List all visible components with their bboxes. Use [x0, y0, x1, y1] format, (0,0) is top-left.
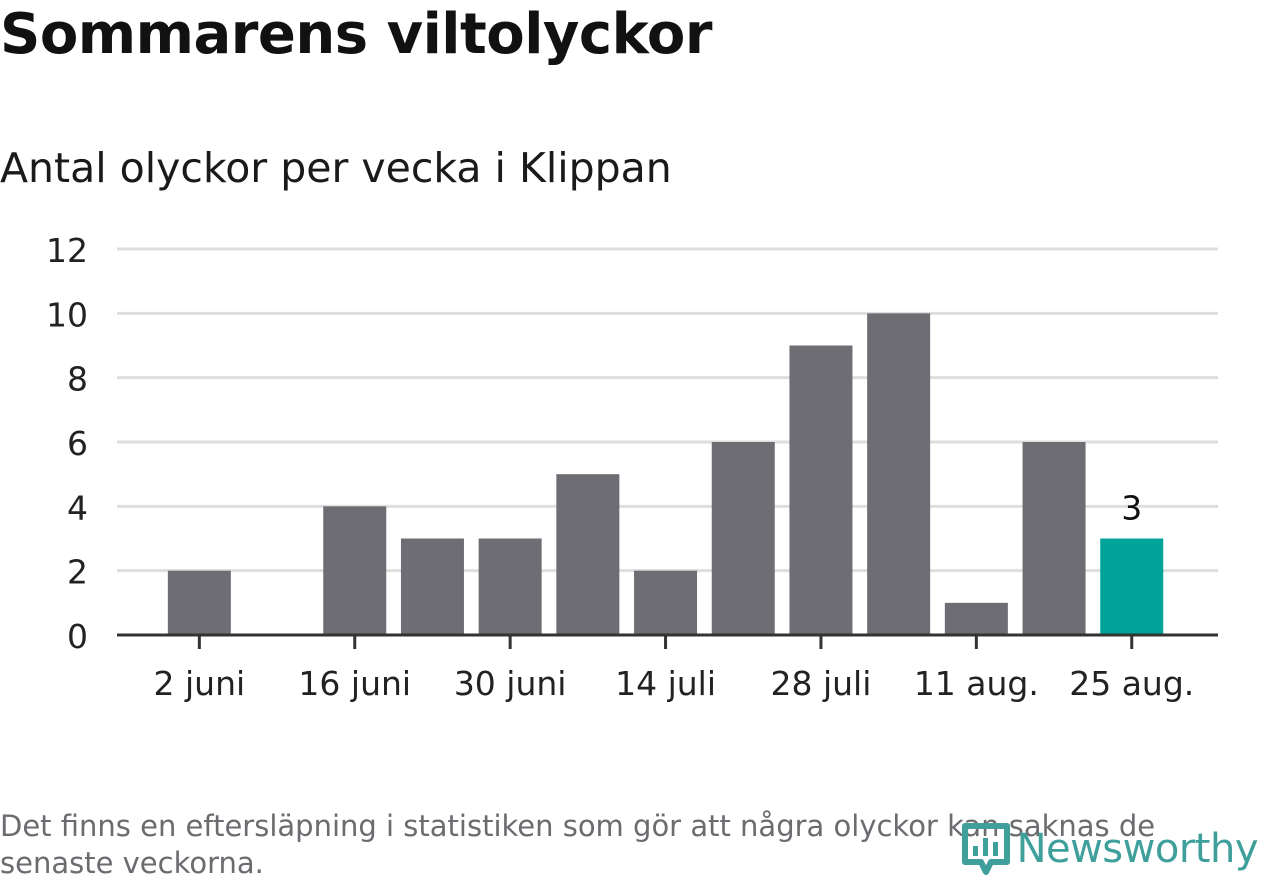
x-tick-label: 16 juni — [298, 664, 411, 703]
bar — [478, 538, 542, 635]
newsworthy-logo-icon — [961, 823, 1010, 875]
bar — [944, 602, 1008, 635]
newsworthy-logo-text: Newsworthy — [1016, 826, 1259, 872]
y-tick-label: 10 — [46, 295, 88, 334]
x-tick-label: 28 juli — [770, 664, 871, 703]
x-tick-label: 25 aug. — [1069, 664, 1194, 703]
x-tick-label: 2 juni — [154, 664, 246, 703]
y-tick-label: 8 — [67, 360, 88, 399]
y-tick-label: 6 — [67, 424, 88, 463]
bar — [634, 570, 698, 635]
bar — [789, 345, 853, 635]
bar — [1022, 442, 1086, 635]
bar — [867, 313, 931, 635]
y-axis-ticks: 0 2 4 6 8 10 12 — [46, 231, 88, 656]
chart-title: Sommarens viltolyckor — [0, 2, 712, 67]
bar — [711, 442, 775, 635]
x-tick-label: 30 juni — [454, 664, 567, 703]
data-labels: 3 — [1121, 489, 1142, 528]
y-tick-label: 4 — [67, 488, 88, 527]
y-tick-label: 0 — [67, 617, 88, 656]
y-tick-label: 2 — [67, 553, 88, 592]
bar — [400, 538, 464, 635]
chart-subtitle: Antal olyckor per vecka i Klippan — [0, 144, 672, 192]
bars — [167, 313, 1164, 635]
x-tick-label: 14 juli — [615, 664, 716, 703]
data-label: 3 — [1121, 489, 1142, 528]
bar — [167, 570, 231, 635]
y-tick-label: 12 — [46, 231, 88, 270]
bar — [323, 506, 387, 635]
bar-highlighted — [1100, 538, 1164, 635]
bar — [556, 474, 620, 635]
x-axis-ticks: 2 juni 16 juni 30 juni 14 juli 28 juli 11 aug… — [154, 635, 1194, 703]
newsworthy-logo: Newsworthy — [961, 821, 1259, 877]
x-tick-label: 11 aug. — [914, 664, 1039, 703]
